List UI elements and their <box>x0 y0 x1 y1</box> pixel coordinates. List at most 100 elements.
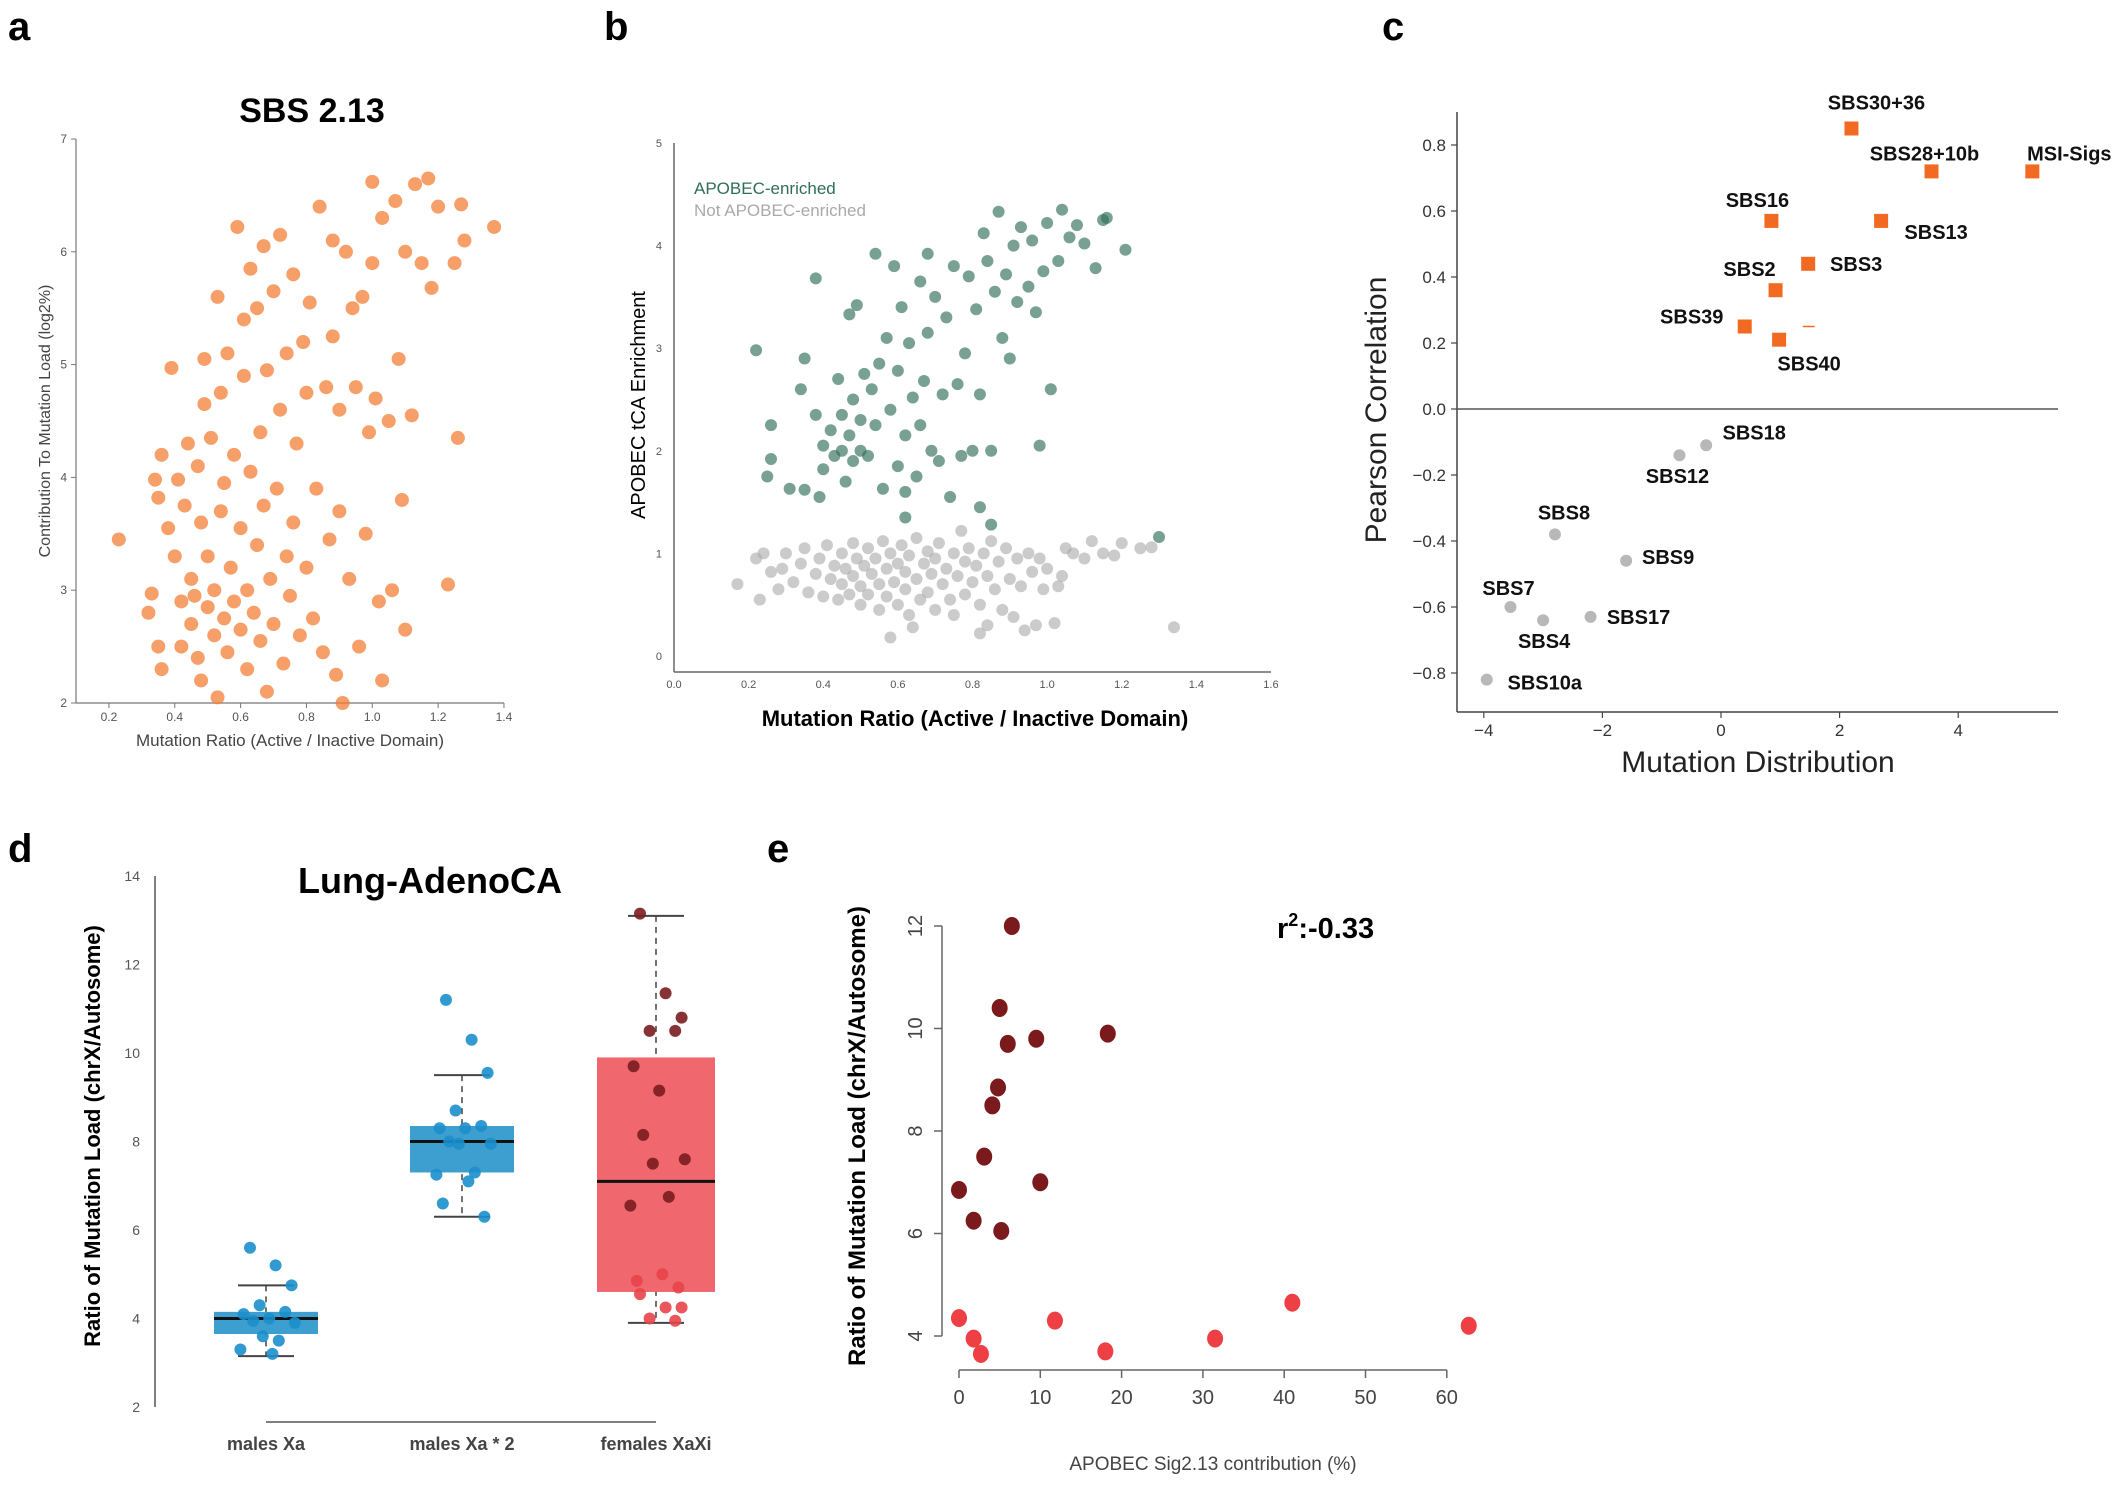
panel-c-point-circle <box>1548 528 1561 541</box>
panel-d-point <box>627 1060 640 1073</box>
panel-b-point-not-enriched <box>1007 611 1020 624</box>
panel-e-point-dark <box>1099 1024 1116 1043</box>
panel-c-point-square <box>1737 319 1752 334</box>
panel-b-point-enriched <box>1011 296 1024 309</box>
panel-a-point <box>194 673 209 688</box>
panel-b-point-not-enriched <box>820 539 833 552</box>
panel-c-y-tick-label: 0.4 <box>1422 268 1446 287</box>
panel-b-point-not-enriched <box>1134 542 1147 555</box>
panel-b-point-enriched <box>981 254 994 267</box>
panel-e-point-dark <box>984 1096 1001 1115</box>
panel-b-point-enriched <box>966 444 979 457</box>
panel-b-point-not-enriched <box>817 590 830 603</box>
panel-a-point <box>203 430 218 445</box>
panel-a-y-tick-label: 2 <box>60 696 67 710</box>
panel-b-point-enriched <box>925 444 938 457</box>
panel-b-point-not-enriched <box>977 547 990 560</box>
panel-label-a: a <box>8 5 31 49</box>
panel-b-point-not-enriched <box>947 547 960 560</box>
panel-a-point <box>148 472 163 487</box>
panel-b-point-enriched <box>809 408 822 421</box>
panel-b-point-not-enriched <box>772 583 785 596</box>
panel-a-x-tick-label: 1.4 <box>496 710 513 724</box>
panel-e-point-light <box>1097 1342 1114 1361</box>
panel-b-point-enriched <box>899 511 912 524</box>
panel-b-x-tick-label: 0.6 <box>890 679 905 691</box>
panel-b-point-not-enriched <box>1000 542 1013 555</box>
panel-a-point <box>440 577 455 592</box>
panel-b-point-not-enriched <box>1097 547 1110 560</box>
panel-a-point <box>335 696 350 710</box>
panel-a-point <box>361 425 376 440</box>
panel-b-point-not-enriched <box>895 539 908 552</box>
panel-e-x-tick-label: 40 <box>1273 1387 1295 1409</box>
panel-a-point <box>259 363 274 378</box>
panel-b-point-enriched <box>917 375 930 388</box>
panel-a-point <box>299 385 314 400</box>
panel-c-point-label: SBS18 <box>1722 422 1785 444</box>
panel-a-point <box>325 329 340 344</box>
panel-a-point <box>154 447 169 462</box>
panel-e-x-tick-label: 10 <box>1029 1387 1051 1409</box>
panel-a-point <box>306 611 321 626</box>
panel-c-ylabel: Pearson Correlation <box>1360 277 1393 544</box>
panel-b-point-not-enriched <box>880 590 893 603</box>
panel-d-point <box>462 1175 475 1188</box>
panel-a-ylabel: Contribution To Mutation Load (log2%) <box>37 285 54 558</box>
panel-e-point-light <box>1046 1311 1063 1330</box>
panel-b-point-not-enriched <box>951 569 964 582</box>
panel-b-point-enriched <box>1003 352 1016 365</box>
panel-a-point <box>263 571 278 586</box>
panel-c-point-label: SBS39 <box>1660 307 1723 329</box>
panel-b-point-not-enriched <box>865 567 878 580</box>
panel-b-point-enriched <box>888 260 901 273</box>
panel-d-point <box>263 1312 276 1325</box>
panel-b-point-not-enriched <box>828 559 841 572</box>
panel-a-point <box>154 662 169 677</box>
panel-b-point-not-enriched <box>932 537 945 550</box>
panel-a-point <box>210 289 225 304</box>
panel-b-point-enriched <box>947 260 960 273</box>
panel-b-point-enriched <box>835 408 848 421</box>
panel-b-point-enriched <box>903 337 916 350</box>
panel-a-x-tick-label: 0.2 <box>101 710 118 724</box>
panel-b-point-enriched <box>914 419 927 432</box>
panel-c-point-circle <box>1584 610 1597 623</box>
panel-a-point <box>180 436 195 451</box>
panel-b-point-enriched <box>1089 262 1102 275</box>
panel-b-point-not-enriched <box>917 557 930 570</box>
panel-b-point-enriched <box>876 482 889 495</box>
panel-a-point <box>286 267 301 282</box>
panel-b-point-enriched <box>906 391 919 404</box>
panel-b-point-not-enriched <box>731 578 744 591</box>
panel-b-point-enriched <box>921 247 934 260</box>
panel-a-point <box>325 233 340 248</box>
panel-b-point-not-enriched <box>850 552 863 565</box>
panel-c-point-circle <box>1700 439 1713 452</box>
panel-e-x-tick-label: 50 <box>1354 1387 1376 1409</box>
panel-a-point <box>266 617 281 632</box>
panel-b-y-tick-label: 0 <box>656 651 662 663</box>
panel-c-point-label: SBS7 <box>1482 578 1534 600</box>
panel-a-point <box>358 526 373 541</box>
panel-c-point-label: SBS2 <box>1723 259 1775 281</box>
panel-d-y-tick-label: 14 <box>124 868 140 884</box>
panel-b-point-enriched <box>996 331 1009 344</box>
panel-b-point-not-enriched <box>944 593 957 606</box>
panel-a-point <box>365 256 380 271</box>
panel-b-point-enriched <box>1153 530 1166 543</box>
panel-b-point-enriched <box>940 311 953 324</box>
panel-b-point-enriched <box>929 290 942 303</box>
panel-a-point <box>230 219 245 234</box>
panel-b-y-tick-label: 4 <box>656 241 662 253</box>
panel-c-point-circle <box>1480 673 1493 686</box>
panel-d-point <box>452 1137 465 1150</box>
panel-a-point <box>190 650 205 665</box>
panel-a-point <box>315 645 330 660</box>
panel-b-point-not-enriched <box>862 588 875 601</box>
panel-d-point <box>430 1168 443 1181</box>
panel-a-point <box>457 233 472 248</box>
annotation-sup: 2 <box>1288 910 1298 930</box>
panel-b-point-not-enriched <box>880 562 893 575</box>
panel-d-point <box>484 1137 497 1150</box>
